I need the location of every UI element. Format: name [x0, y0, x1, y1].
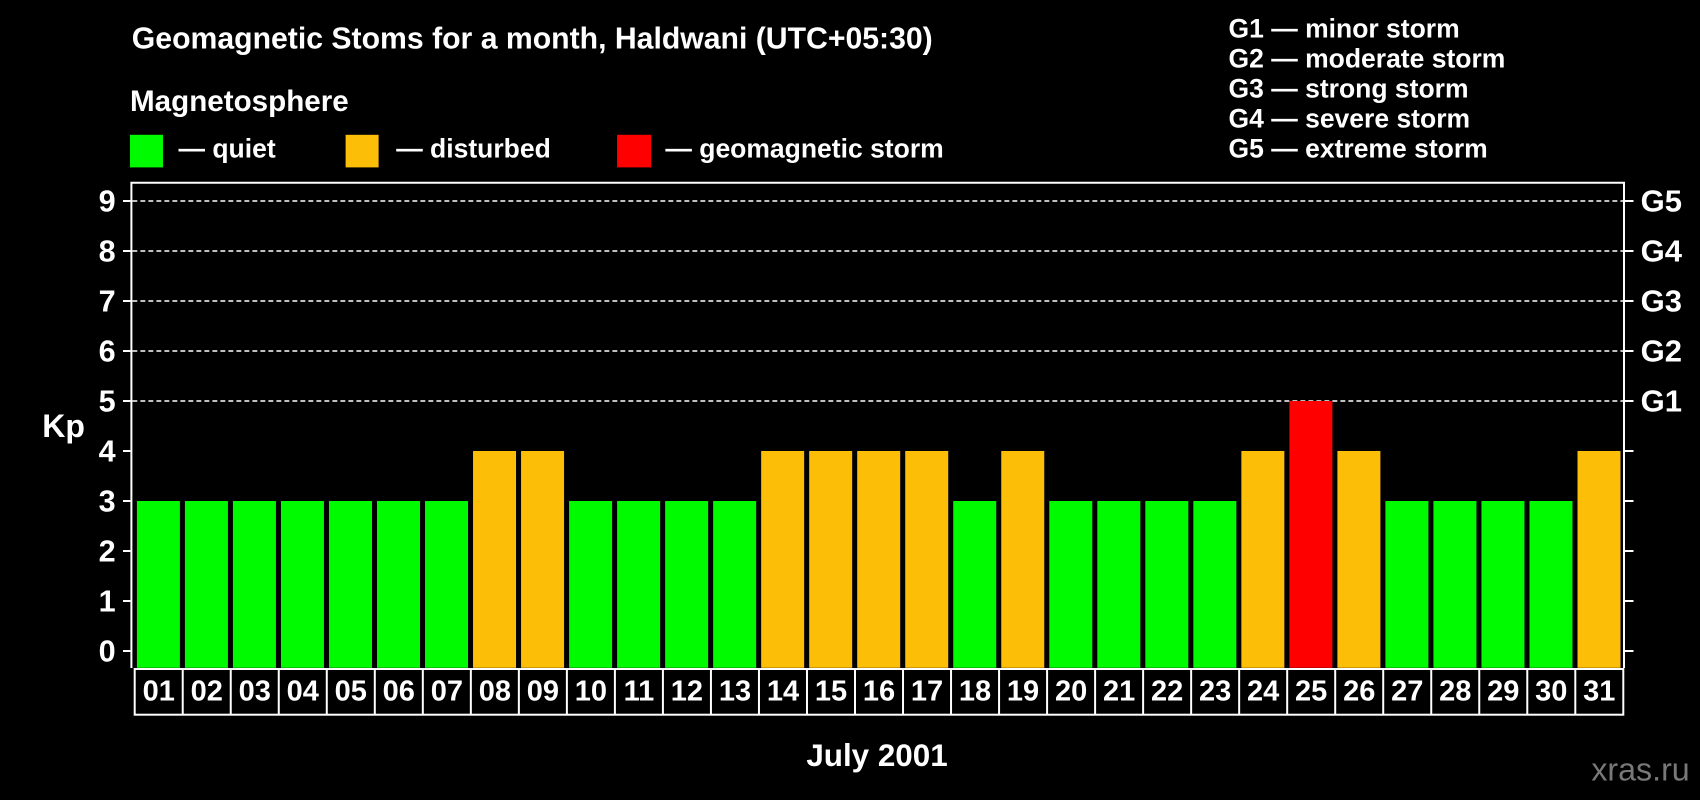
svg-text:05: 05 [335, 676, 367, 708]
svg-text:12: 12 [671, 676, 703, 708]
svg-text:Magnetosphere: Magnetosphere [130, 85, 349, 118]
svg-text:9: 9 [99, 185, 116, 219]
svg-text:29: 29 [1487, 676, 1519, 708]
svg-text:09: 09 [527, 676, 559, 708]
svg-text:03: 03 [239, 676, 271, 708]
svg-text:08: 08 [479, 676, 511, 708]
svg-text:28: 28 [1439, 676, 1471, 708]
svg-text:20: 20 [1055, 676, 1087, 708]
svg-text:8: 8 [99, 235, 116, 269]
svg-text:02: 02 [191, 676, 223, 708]
svg-text:17: 17 [911, 676, 943, 708]
svg-text:6: 6 [99, 335, 116, 369]
svg-text:10: 10 [575, 676, 607, 708]
svg-text:4: 4 [99, 435, 116, 469]
svg-text:13: 13 [719, 676, 751, 708]
svg-text:G2: G2 [1641, 334, 1682, 369]
svg-text:3: 3 [99, 485, 116, 519]
svg-text:G4: G4 [1641, 234, 1683, 269]
svg-text:G5: G5 [1641, 184, 1682, 219]
svg-text:7: 7 [99, 285, 116, 319]
svg-text:19: 19 [1007, 676, 1039, 708]
svg-text:2: 2 [99, 535, 116, 569]
svg-text:16: 16 [863, 676, 895, 708]
svg-text:xras.ru: xras.ru [1591, 752, 1689, 788]
svg-text:15: 15 [815, 676, 847, 708]
svg-text:— disturbed: — disturbed [396, 134, 551, 164]
svg-text:04: 04 [287, 676, 319, 708]
svg-text:06: 06 [383, 676, 415, 708]
svg-text:25: 25 [1295, 676, 1327, 708]
svg-text:14: 14 [767, 676, 799, 708]
svg-text:07: 07 [431, 676, 463, 708]
svg-text:Geomagnetic Stoms for a month,: Geomagnetic Stoms for a month, Haldwani … [132, 22, 933, 55]
svg-text:26: 26 [1343, 676, 1375, 708]
svg-text:31: 31 [1583, 676, 1615, 708]
svg-text:— geomagnetic storm: — geomagnetic storm [665, 134, 943, 164]
svg-text:30: 30 [1535, 676, 1567, 708]
svg-text:G5 — extreme storm: G5 — extreme storm [1229, 134, 1488, 164]
svg-text:23: 23 [1199, 676, 1231, 708]
svg-text:G2 — moderate storm: G2 — moderate storm [1229, 44, 1506, 74]
svg-text:July 2001: July 2001 [806, 738, 947, 773]
svg-text:01: 01 [143, 676, 175, 708]
svg-text:27: 27 [1391, 676, 1423, 708]
svg-text:21: 21 [1103, 676, 1135, 708]
svg-text:0: 0 [99, 635, 116, 669]
svg-text:18: 18 [959, 676, 991, 708]
svg-text:G1: G1 [1641, 384, 1682, 419]
svg-text:G3 — strong storm: G3 — strong storm [1229, 74, 1469, 104]
svg-text:22: 22 [1151, 676, 1183, 708]
svg-text:G3: G3 [1641, 284, 1682, 319]
svg-text:G1 — minor storm: G1 — minor storm [1229, 14, 1460, 44]
svg-text:5: 5 [99, 385, 116, 419]
svg-text:1: 1 [99, 585, 116, 619]
svg-text:G4 — severe storm: G4 — severe storm [1229, 104, 1471, 134]
svg-text:24: 24 [1247, 676, 1279, 708]
svg-text:— quiet: — quiet [179, 134, 276, 164]
svg-text:Kp: Kp [42, 408, 85, 444]
svg-text:11: 11 [624, 676, 655, 708]
